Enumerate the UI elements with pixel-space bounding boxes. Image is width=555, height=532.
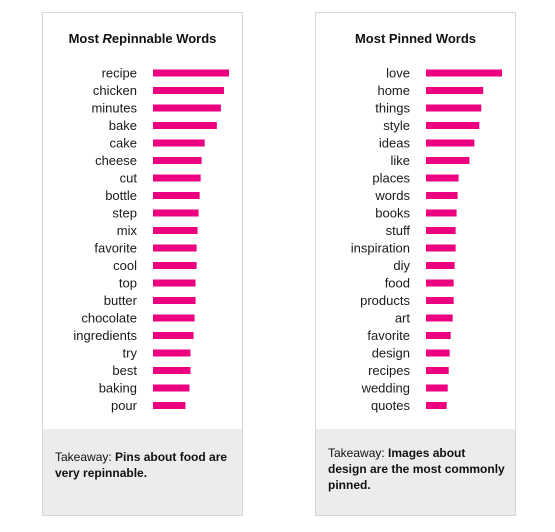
bar: [153, 297, 196, 304]
category-label: quotes: [371, 398, 411, 413]
category-label: chocolate: [81, 311, 137, 326]
bar: [426, 297, 454, 304]
category-label: recipe: [102, 66, 137, 81]
bar: [426, 332, 451, 339]
bar: [426, 314, 453, 322]
category-label: favorite: [367, 328, 410, 343]
category-label: recipes: [368, 363, 410, 378]
category-label: bottle: [105, 188, 137, 203]
bar: [426, 262, 455, 269]
category-label: stuff: [386, 223, 411, 238]
category-label: products: [360, 293, 410, 308]
category-label: inspiration: [351, 241, 410, 256]
category-label: wedding: [361, 381, 410, 396]
bar: [153, 139, 205, 147]
category-label: places: [372, 171, 410, 186]
bar: [153, 122, 217, 129]
bar: [426, 279, 454, 287]
takeaway-label: Takeaway:: [55, 450, 116, 464]
category-label: pour: [111, 398, 138, 413]
category-label: diy: [393, 258, 410, 273]
bar: [153, 174, 201, 182]
bar: [153, 104, 221, 112]
category-label: ideas: [379, 136, 411, 151]
takeaway-box: Takeaway: Pins about food are very repin…: [43, 429, 242, 515]
category-label: style: [383, 118, 410, 133]
category-label: minutes: [91, 101, 137, 116]
category-label: try: [123, 346, 138, 361]
bar: [426, 227, 456, 234]
chart-title-prefix: Most Pinned Words: [354, 31, 477, 46]
takeaway-text: Images about design are the most commonl…: [328, 446, 505, 492]
bar: [153, 227, 198, 234]
bar: [426, 244, 456, 252]
category-label: like: [390, 153, 410, 168]
bar: [153, 402, 186, 409]
bar: [153, 367, 191, 374]
category-label: step: [112, 206, 137, 221]
category-label: butter: [104, 293, 138, 308]
chart-title: Most Repinnable Words: [43, 31, 242, 46]
category-label: things: [375, 101, 410, 116]
chart-title-rest: epinnable Words: [111, 31, 217, 46]
takeaway-label: Takeaway:: [328, 446, 389, 460]
category-label: bake: [109, 118, 137, 133]
category-label: favorite: [94, 241, 137, 256]
pinned-words-bar-chart: love home things style ideas like places words b…: [351, 66, 502, 413]
bar: [426, 384, 448, 392]
category-label: home: [377, 83, 410, 98]
bar: [153, 314, 195, 322]
bar: [426, 157, 470, 164]
bar: [153, 69, 229, 77]
chart-title-prefix: Most: [68, 31, 103, 46]
category-label: words: [374, 188, 410, 203]
bar: [153, 209, 199, 217]
bar: [153, 157, 202, 164]
category-label: design: [372, 346, 410, 361]
bar: [426, 192, 458, 199]
chart-title-emphasis: R: [102, 31, 112, 46]
category-label: cool: [113, 258, 137, 273]
bar: [426, 349, 450, 357]
bar: [426, 87, 484, 94]
bar: [153, 244, 197, 252]
bar: [153, 349, 191, 357]
bar: [426, 209, 457, 217]
bar: [426, 174, 459, 182]
category-label: food: [385, 276, 410, 291]
bar: [426, 122, 480, 129]
category-label: cheese: [95, 153, 137, 168]
category-label: ingredients: [73, 328, 137, 343]
bar: [426, 367, 449, 374]
bar: [153, 279, 196, 287]
bar: [153, 332, 194, 339]
category-label: chicken: [93, 83, 137, 98]
repinnable-words-bar-chart: recipe chicken minutes bake cake cheese cut bot…: [73, 66, 229, 413]
bar: [426, 402, 447, 409]
category-label: love: [386, 66, 410, 81]
bar: [153, 384, 190, 392]
category-label: top: [119, 276, 137, 291]
bar: [153, 262, 197, 269]
category-label: cake: [110, 136, 137, 151]
category-label: cut: [120, 171, 138, 186]
takeaway-box: Takeaway: Images about design are the mo…: [316, 429, 515, 515]
bar: [426, 139, 475, 147]
bar: [153, 87, 224, 94]
repinnable-words-card: Most Repinnable Words recipe chicken minut…: [42, 12, 243, 516]
chart-title: Most Pinned Words: [316, 31, 515, 46]
takeaway-text: Pins about food are very repinnable.: [55, 450, 228, 480]
category-label: art: [395, 311, 411, 326]
bar: [426, 104, 482, 112]
category-label: books: [375, 206, 410, 221]
category-label: mix: [117, 223, 138, 238]
pinned-words-card: Most Pinned Words love home things style ide…: [315, 12, 516, 516]
bar: [426, 69, 502, 77]
bar: [153, 192, 200, 199]
category-label: best: [112, 363, 137, 378]
category-label: baking: [99, 381, 137, 396]
